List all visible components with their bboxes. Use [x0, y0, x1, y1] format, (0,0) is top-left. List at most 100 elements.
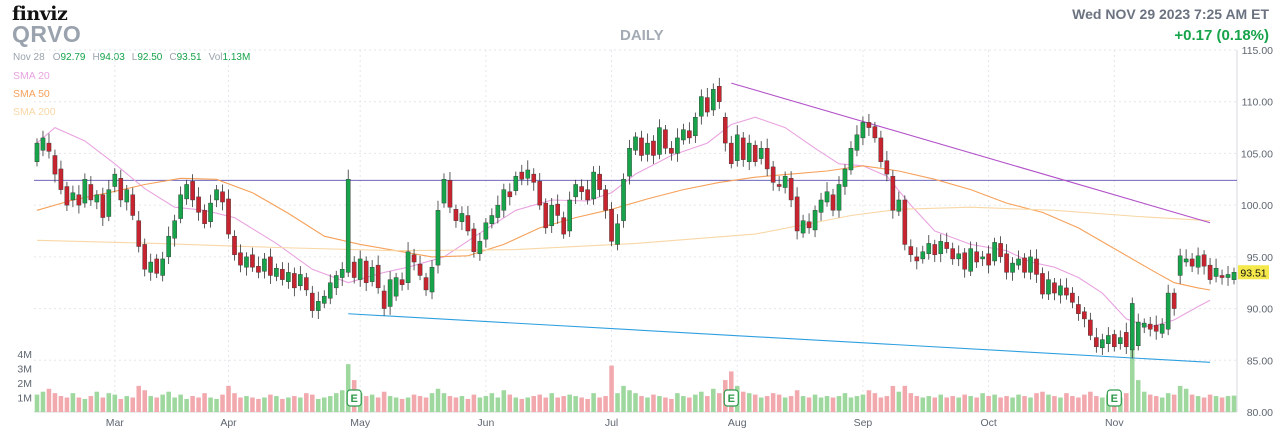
candle: [190, 174, 195, 208]
volume-bar: [381, 391, 387, 412]
candle: [914, 247, 920, 270]
last-price-label: 93.51: [1240, 267, 1266, 279]
candle: [52, 149, 58, 183]
volume-bar: [573, 396, 578, 412]
volume-bar: [244, 396, 249, 412]
volume-bar: [615, 393, 620, 412]
candle: [1219, 269, 1225, 285]
volume-bar: [764, 396, 770, 412]
low-value: 92.50: [137, 52, 163, 63]
candle-body: [938, 241, 944, 254]
volume-bar: [417, 396, 423, 412]
candle: [902, 195, 908, 251]
volume-bar: [968, 396, 973, 412]
candle: [1165, 284, 1171, 336]
candle-body: [136, 220, 142, 247]
volume-bar: [932, 397, 938, 412]
candle-body: [758, 148, 764, 159]
candle: [986, 245, 991, 274]
candle-body: [118, 178, 124, 201]
volume-tick-label: 2M: [17, 378, 32, 390]
candle: [333, 270, 339, 296]
candle-body: [124, 189, 130, 203]
candle-body: [262, 258, 267, 272]
volume-bar: [663, 397, 668, 412]
candle: [507, 183, 513, 206]
candle-body: [1094, 337, 1099, 348]
candle-body: [633, 136, 638, 151]
earnings-label: E: [728, 393, 735, 405]
volume-bar: [531, 396, 537, 412]
candle: [836, 176, 842, 218]
volume-bar: [118, 398, 124, 412]
candle: [824, 182, 830, 207]
candle-body: [986, 253, 991, 266]
candle-body: [734, 134, 740, 161]
candle: [154, 254, 159, 279]
candle: [657, 119, 662, 160]
volume-bar: [1231, 395, 1237, 412]
candle: [423, 272, 429, 296]
candle: [345, 169, 351, 278]
volume-bar: [88, 396, 94, 412]
candle: [615, 214, 620, 251]
volume-bar: [46, 388, 52, 412]
volume-bar: [1094, 396, 1099, 412]
candle: [250, 247, 255, 272]
candle: [728, 135, 734, 169]
candle-body: [657, 127, 662, 155]
earnings-marker: E: [346, 389, 362, 407]
volume-bar: [992, 394, 997, 412]
candle-body: [722, 117, 728, 144]
volume-bar: [465, 398, 471, 412]
candle-body: [621, 179, 626, 221]
candle-body: [256, 265, 261, 273]
candle-body: [1165, 292, 1171, 330]
candle-body: [1100, 339, 1105, 349]
volume-bar: [519, 398, 525, 412]
candle-body: [740, 137, 746, 160]
volume-bar: [657, 396, 662, 412]
candle-body: [112, 173, 118, 187]
volume-bar: [483, 396, 489, 412]
candle: [459, 206, 465, 231]
volume-bar: [100, 397, 106, 412]
candle-body: [280, 269, 285, 280]
candle-body: [1183, 258, 1189, 263]
candle: [321, 290, 327, 309]
volume-bar: [549, 393, 554, 412]
candle: [1022, 253, 1027, 279]
candle-body: [854, 134, 860, 151]
candle-body: [148, 261, 154, 273]
volume-bar: [950, 396, 955, 412]
candle-body: [441, 179, 447, 204]
candle-body: [172, 220, 177, 239]
month-tick-label: May: [350, 417, 371, 429]
candle: [256, 256, 261, 279]
volume-bar: [543, 397, 548, 412]
candle: [1147, 316, 1153, 337]
volume-bar: [70, 393, 76, 412]
candle: [788, 171, 794, 208]
candle: [136, 211, 142, 253]
volume-bar: [1153, 396, 1159, 412]
volume-bar: [501, 390, 507, 412]
volume-bar: [58, 396, 64, 412]
candle-body: [716, 85, 722, 102]
price-tick-label: 90.00: [1247, 304, 1273, 316]
candle-body: [627, 148, 632, 177]
candle: [82, 173, 88, 208]
chart-period: DAILY: [620, 27, 664, 44]
volume-bar: [848, 397, 854, 412]
candle-body: [579, 186, 584, 192]
candle-body: [214, 189, 219, 201]
candle: [1076, 296, 1081, 321]
candle: [806, 213, 812, 234]
candle: [1040, 267, 1045, 299]
candle: [1195, 247, 1201, 275]
finviz-logo[interactable]: finviz: [12, 3, 68, 25]
volume-bar: [758, 397, 764, 412]
candle: [597, 165, 602, 197]
candle: [315, 291, 321, 320]
